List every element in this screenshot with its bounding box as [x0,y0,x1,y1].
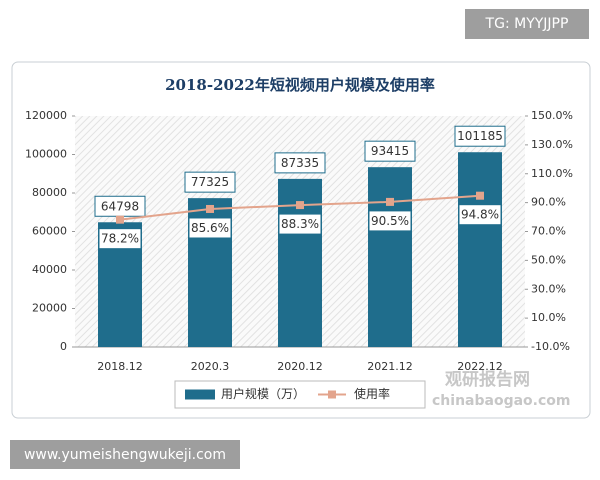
bar [458,152,502,347]
data-label: 77325 [191,175,229,189]
data-label: 101185 [457,129,503,143]
data-label: 87335 [281,156,319,170]
chart-title: 2018-2022年短视频用户规模及使用率 [165,76,435,94]
y2-tick-label: 110.0% [531,167,573,180]
x-tick-label: 2020.3 [191,360,230,373]
website-box [10,440,240,469]
data-label-box [458,204,502,226]
x-tick-label: 2018.12 [97,360,143,373]
y-tick-label: 40000 [32,263,67,276]
y-tick-label: 100000 [25,148,67,161]
line-marker [296,201,304,210]
y-tick-label: 60000 [32,225,67,238]
y2-tick-label: 50.0% [531,253,566,266]
legend-label: 用户规模（万） [221,386,305,401]
y2-tick-label: 30.0% [531,282,566,295]
data-label: 90.5% [371,214,409,228]
x-tick-label: 2022.12 [457,360,503,373]
line-marker [386,197,394,206]
y-tick-label: 120000 [25,109,67,122]
data-label-box [454,125,506,147]
line-marker [116,215,124,224]
data-label: 88.3% [281,217,319,231]
legend-label: 使用率 [354,386,390,401]
x-tick-label: 2021.12 [367,360,413,373]
data-label-box [188,217,232,239]
legend-swatch [185,389,215,400]
data-label-box [184,171,236,193]
data-label-box [98,228,142,250]
data-label: 78.2% [101,232,139,246]
y-tick-label: 20000 [32,302,67,315]
data-label-box [278,213,322,235]
legend [174,380,426,409]
y2-tick-label: 150.0% [531,109,573,122]
tag-box [465,9,589,39]
watermark-url: chinabaogao.com [432,393,570,409]
line-marker [476,191,484,200]
line-marker [206,204,214,213]
y2-tick-label: 70.0% [531,225,566,238]
data-label: 93415 [371,144,409,158]
y2-tick-label: 90.0% [531,196,566,209]
y2-tick-label: -10.0% [531,340,570,353]
data-label-box [368,210,412,232]
data-label-box [274,152,326,174]
data-label: 64798 [101,199,139,213]
legend-swatch [328,390,336,399]
y2-tick-label: 130.0% [531,138,573,151]
watermark: 观研报告网 [444,369,530,390]
y2-tick-label: 10.0% [531,311,566,324]
y-tick-label: 0 [60,340,67,353]
data-label: 94.8% [461,208,499,222]
bar [368,167,412,347]
data-label: 85.6% [191,221,229,235]
website: www.yumeishengwukeji.com [24,447,226,463]
tag: TG: MYYJJPP [485,16,569,32]
x-tick-label: 2020.12 [277,360,323,373]
data-label-box [364,140,416,162]
y-tick-label: 80000 [32,186,67,199]
